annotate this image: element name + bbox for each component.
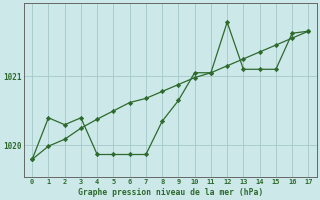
X-axis label: Graphe pression niveau de la mer (hPa): Graphe pression niveau de la mer (hPa) — [78, 188, 263, 197]
